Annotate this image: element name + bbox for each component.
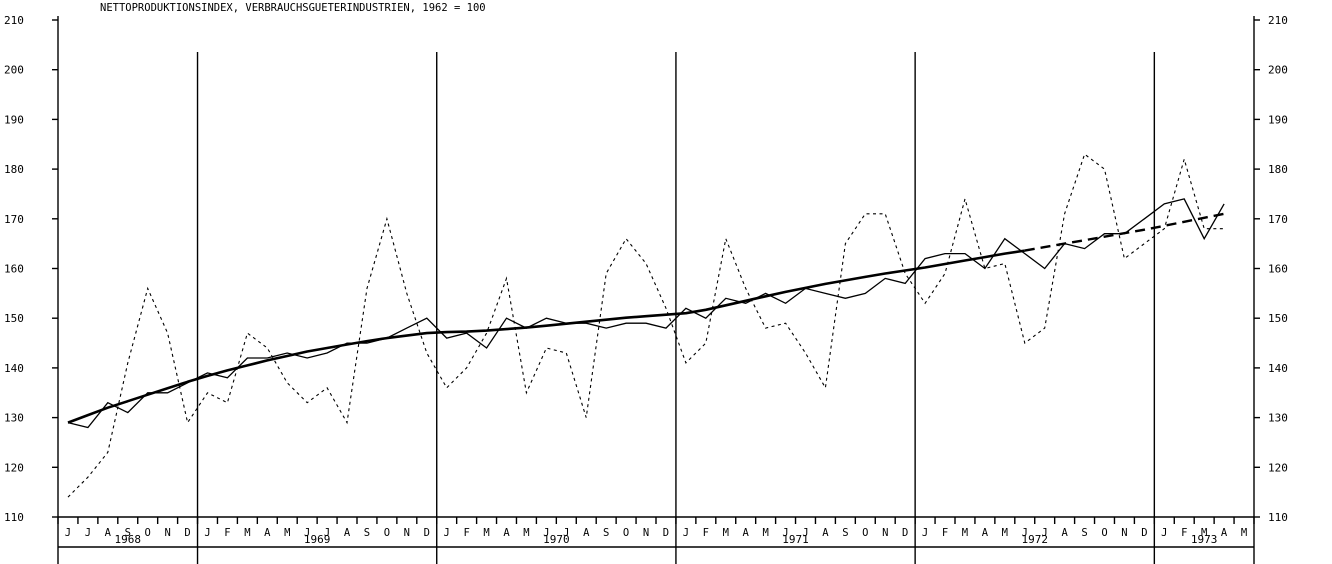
month-label: N: [404, 527, 410, 539]
y-tick-label-left: 210: [4, 14, 24, 27]
month-label: J: [1042, 527, 1048, 539]
month-label: O: [862, 527, 868, 539]
series-line-dotted: [67, 153, 1225, 498]
y-tick-label-left: 140: [4, 362, 24, 375]
month-label: A: [105, 527, 112, 539]
month-label: M: [284, 527, 290, 539]
month-label: J: [65, 527, 71, 539]
month-label: J: [922, 527, 928, 539]
month-label: A: [1221, 527, 1228, 539]
month-label: F: [224, 527, 230, 539]
year-label: 1973: [1191, 533, 1218, 546]
month-label: S: [603, 527, 609, 539]
y-tick-label-left: 150: [4, 312, 24, 325]
y-tick-label-left: 120: [4, 461, 24, 474]
month-label: M: [762, 527, 768, 539]
month-label: M: [723, 527, 729, 539]
month-label: S: [125, 527, 131, 539]
series-lines: [67, 153, 1225, 498]
month-label: S: [1081, 527, 1087, 539]
month-label: D: [902, 527, 908, 539]
month-label: S: [364, 527, 370, 539]
month-label: J: [85, 527, 91, 539]
y-tick-label-left: 160: [4, 263, 24, 276]
chart-title: NETTOPRODUKTIONSINDEX, VERBRAUCHSGUETERI…: [100, 2, 486, 14]
y-tick-label-right: 110: [1268, 511, 1288, 524]
series-line-dashed: [1024, 212, 1225, 252]
month-label: N: [882, 527, 888, 539]
month-label: D: [663, 527, 669, 539]
series-line-trend: [67, 249, 1025, 424]
month-label: A: [264, 527, 271, 539]
month-label: F: [463, 527, 469, 539]
y-tick-label-left: 190: [4, 113, 24, 126]
y-tick-label-left: 200: [4, 64, 24, 77]
month-label: N: [643, 527, 649, 539]
year-label: 1972: [1021, 533, 1048, 546]
axis-labels: 110 110 120 120 130 130 140 140 150 150 160 160 170 1…: [4, 14, 1288, 546]
month-label: N: [164, 527, 170, 539]
month-label: J: [324, 527, 330, 539]
month-label: J: [444, 527, 450, 539]
month-label: O: [145, 527, 151, 539]
y-tick-label-left: 170: [4, 213, 24, 226]
month-label: F: [703, 527, 709, 539]
month-label: D: [1141, 527, 1147, 539]
month-label: J: [204, 527, 210, 539]
y-tick-label-right: 130: [1268, 412, 1288, 425]
month-label: A: [583, 527, 590, 539]
y-tick-label-right: 150: [1268, 312, 1288, 325]
month-label: N: [1121, 527, 1127, 539]
y-tick-label-right: 140: [1268, 362, 1288, 375]
month-label: S: [842, 527, 848, 539]
month-label: J: [683, 527, 689, 539]
month-label: M: [962, 527, 968, 539]
y-tick-label-left: 110: [4, 511, 24, 524]
month-label: J: [563, 527, 569, 539]
month-label: M: [1201, 527, 1207, 539]
y-tick-label-right: 190: [1268, 113, 1288, 126]
month-label: J: [782, 527, 788, 539]
month-label: A: [503, 527, 510, 539]
y-tick-label-right: 120: [1268, 461, 1288, 474]
year-label: 1968: [115, 533, 142, 546]
month-label: J: [1161, 527, 1167, 539]
year-label: 1970: [543, 533, 570, 546]
month-label: A: [1061, 527, 1068, 539]
axes: [52, 16, 1260, 564]
month-label: D: [184, 527, 190, 539]
y-tick-label-right: 200: [1268, 64, 1288, 77]
month-label: M: [483, 527, 489, 539]
month-label: J: [1022, 527, 1028, 539]
y-tick-label-left: 180: [4, 163, 24, 176]
series-line-thin: [67, 198, 1225, 429]
month-label: D: [424, 527, 430, 539]
month-label: O: [623, 527, 629, 539]
month-label: J: [802, 527, 808, 539]
month-label: M: [244, 527, 250, 539]
y-tick-label-right: 160: [1268, 263, 1288, 276]
month-label: O: [384, 527, 390, 539]
month-label: M: [1241, 527, 1247, 539]
year-label: 1971: [782, 533, 809, 546]
month-label: F: [1181, 527, 1187, 539]
month-label: A: [344, 527, 351, 539]
month-label: M: [1002, 527, 1008, 539]
y-tick-label-right: 170: [1268, 213, 1288, 226]
month-label: J: [304, 527, 310, 539]
y-tick-label-right: 180: [1268, 163, 1288, 176]
month-label: M: [523, 527, 529, 539]
y-tick-label-left: 130: [4, 412, 24, 425]
month-label: A: [743, 527, 750, 539]
month-label: A: [982, 527, 989, 539]
month-label: J: [543, 527, 549, 539]
month-label: A: [822, 527, 829, 539]
y-tick-label-right: 210: [1268, 14, 1288, 27]
month-label: O: [1101, 527, 1107, 539]
month-label: F: [942, 527, 948, 539]
year-label: 1969: [304, 533, 331, 546]
